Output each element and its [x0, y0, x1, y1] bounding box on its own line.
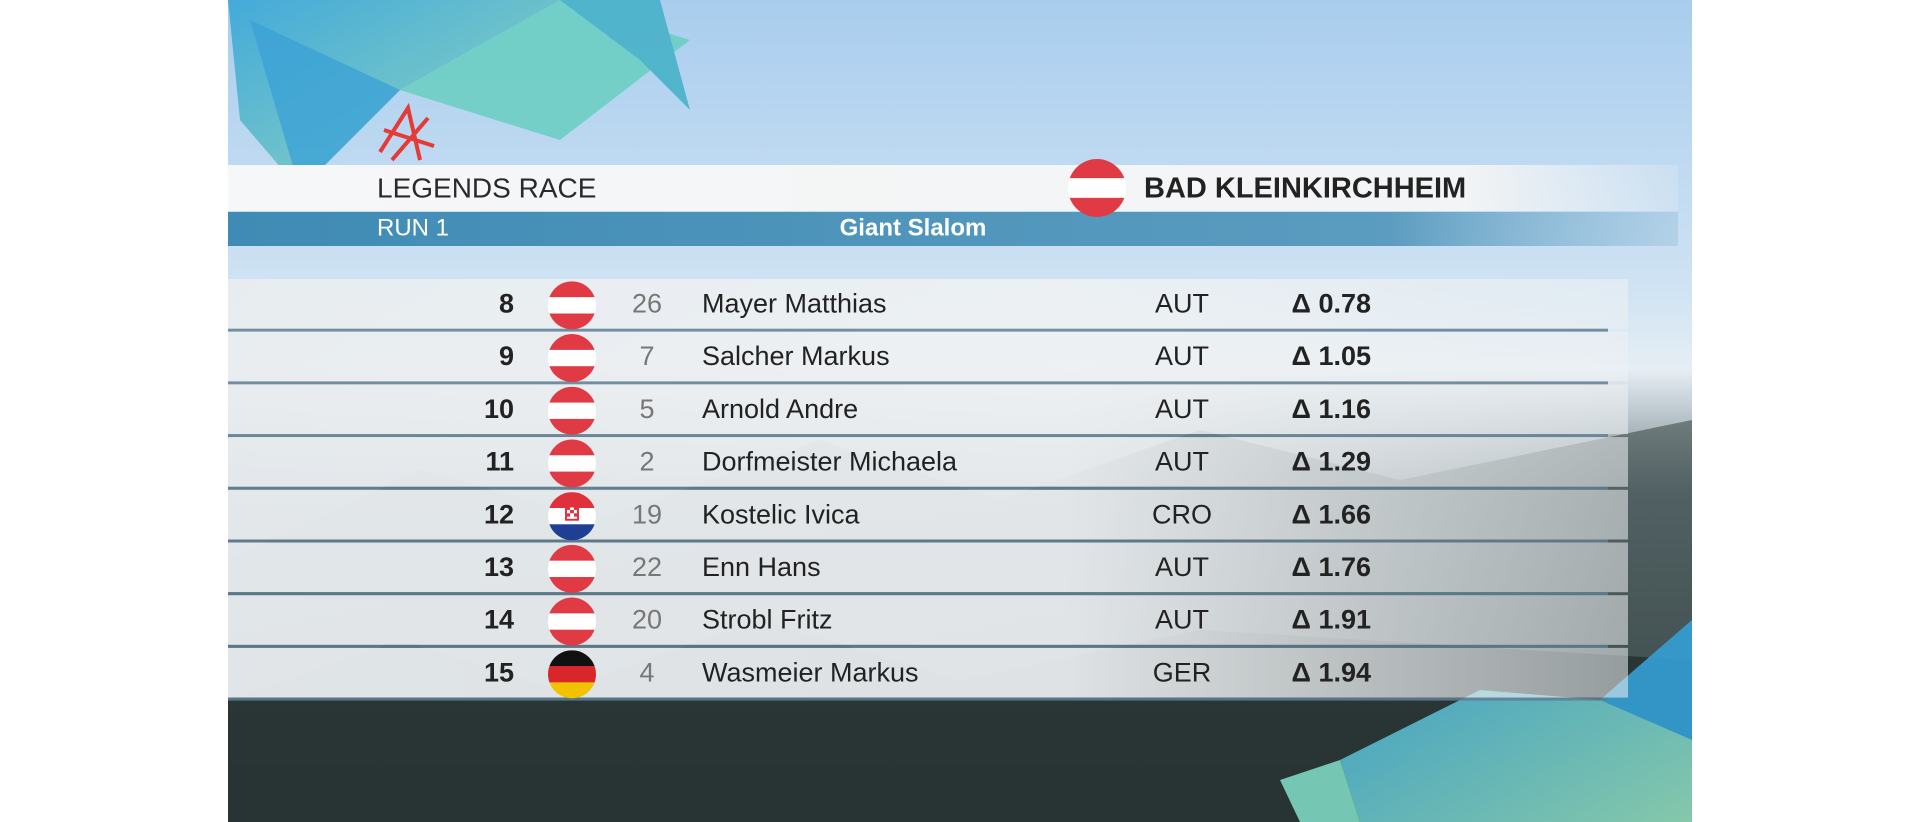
bib: 4 [639, 657, 654, 687]
nation: AUT [1155, 394, 1209, 424]
time-delta: Δ 1.94 [1292, 657, 1371, 687]
time-delta: Δ 1.91 [1292, 605, 1371, 635]
nation-flag [548, 598, 596, 646]
athlete-name: Dorfmeister Michaela [702, 447, 958, 477]
row-background [228, 331, 1628, 382]
time-delta: Δ 1.05 [1292, 341, 1371, 371]
nation-flag [548, 545, 596, 593]
logo [378, 102, 435, 162]
row-background [228, 542, 1628, 593]
results-table: 8 26 Mayer Matthias AUT Δ 0.78 9 7 Salcher Mark… [228, 279, 1628, 701]
time-delta: Δ 1.16 [1292, 394, 1371, 424]
row-background [228, 595, 1628, 645]
subheader-bar [228, 212, 1678, 246]
nation-flag [548, 281, 596, 329]
row-divider [228, 434, 1608, 438]
row-background [228, 489, 1628, 540]
row-background [228, 384, 1628, 435]
nation: AUT [1155, 341, 1209, 371]
athlete-name: Mayer Matthias [702, 288, 887, 318]
rank: 12 [484, 499, 514, 529]
nation: AUT [1155, 552, 1209, 582]
time-delta: Δ 1.66 [1292, 499, 1371, 529]
time-delta: Δ 1.76 [1292, 552, 1371, 582]
athlete-name: Strobl Fritz [702, 605, 833, 635]
venue-flag [1068, 159, 1126, 217]
row-background [228, 279, 1628, 329]
row-divider [228, 328, 1608, 332]
event-title: LEGENDS RACE [377, 172, 596, 203]
bib: 7 [639, 341, 654, 371]
rank: 8 [499, 288, 514, 318]
athlete-name: Enn Hans [702, 552, 821, 582]
row-divider [228, 486, 1608, 490]
nation-flag [548, 387, 596, 435]
athlete-name: Wasmeier Markus [702, 657, 919, 687]
bib: 2 [639, 447, 654, 477]
bib: 5 [639, 394, 654, 424]
decoration-top-left [228, 0, 690, 190]
row-divider [228, 592, 1608, 596]
rank: 11 [485, 447, 514, 477]
athlete-name: Arnold Andre [702, 394, 858, 424]
time-delta: Δ 1.29 [1292, 447, 1371, 477]
row-divider [228, 644, 1608, 648]
nation: GER [1153, 657, 1212, 687]
nation-flag [548, 492, 596, 540]
bib: 26 [632, 288, 662, 318]
rank: 9 [499, 341, 514, 371]
nation: CRO [1152, 499, 1212, 529]
rank: 15 [484, 657, 514, 687]
row-divider [228, 381, 1608, 385]
discipline: Giant Slalom [840, 214, 987, 241]
nation-flag [548, 650, 596, 698]
rank: 13 [484, 552, 514, 582]
rank: 10 [484, 394, 514, 424]
venue: BAD KLEINKIRCHHEIM [1144, 173, 1466, 205]
rank: 14 [484, 605, 514, 635]
run: RUN 1 [377, 214, 449, 241]
bib: 19 [632, 499, 662, 529]
nation: AUT [1155, 447, 1209, 477]
athlete-name: Kostelic Ivica [702, 499, 861, 529]
row-divider [228, 697, 1608, 701]
nation-flag [548, 439, 596, 487]
row-background [228, 437, 1628, 487]
decoration-bottom-right [1280, 620, 1692, 822]
nation-flag [548, 334, 596, 382]
bib: 20 [632, 605, 662, 635]
header-bar [228, 165, 1678, 211]
row-background [228, 647, 1628, 698]
row-divider [228, 539, 1608, 543]
time-delta: Δ 0.78 [1292, 288, 1371, 318]
nation: AUT [1155, 288, 1209, 318]
nation: AUT [1155, 605, 1209, 635]
bib: 22 [632, 552, 662, 582]
athlete-name: Salcher Markus [702, 341, 890, 371]
